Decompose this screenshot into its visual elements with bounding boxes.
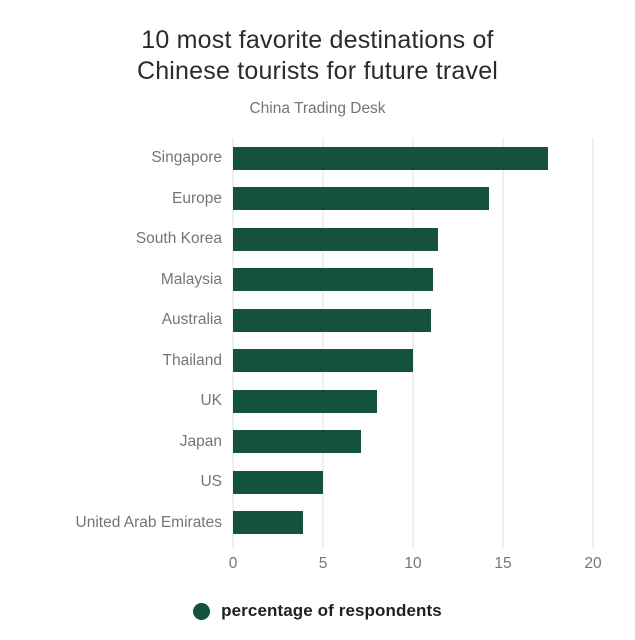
bar-europe — [233, 187, 489, 211]
bar-row-thailand: Thailand — [0, 341, 635, 382]
bar-thailand — [233, 349, 413, 373]
bar-track-japan — [233, 430, 593, 454]
chart-title-line1: 10 most favorite destinations of — [141, 26, 494, 54]
category-label-singapore: Singapore — [151, 149, 222, 167]
chart-page: 10 most favorite destinations of Chinese… — [0, 25, 635, 640]
bar-row-us: US — [0, 462, 635, 503]
x-tick-label-15: 15 — [494, 555, 512, 572]
category-label-uk: UK — [200, 392, 222, 410]
legend: percentage of respondents — [0, 601, 635, 621]
chart-title-line2: Chinese tourists for future travel — [136, 57, 499, 85]
category-label-thailand: Thailand — [162, 351, 222, 369]
bar-rows: Singapore Europe South Korea Malaysia Austra… — [0, 138, 635, 543]
bar-malaysia — [233, 268, 433, 292]
gridline-15 — [502, 138, 504, 549]
bar-south-korea — [233, 227, 439, 251]
legend-circle-icon — [193, 602, 211, 620]
x-tick-label-10: 10 — [404, 555, 422, 572]
category-label-united-arab-emirates: United Arab Emirates — [75, 513, 222, 531]
category-label-europe: Europe — [172, 189, 222, 207]
bar-uk — [233, 389, 377, 413]
gridline-5 — [322, 138, 324, 549]
bar-row-japan: Japan — [0, 422, 635, 463]
category-label-malaysia: Malaysia — [160, 270, 222, 288]
x-tick-label-5: 5 — [318, 555, 328, 572]
bar-japan — [233, 430, 361, 454]
x-tick-label-0: 0 — [228, 555, 238, 572]
category-label-us: US — [200, 473, 222, 491]
bar-row-malaysia: Malaysia — [0, 260, 635, 301]
category-label-japan: Japan — [179, 432, 222, 450]
bar-track-uk — [233, 389, 593, 413]
x-tick-label-20: 20 — [584, 555, 602, 572]
bar-track-australia — [233, 308, 593, 332]
bar-track-united-arab-emirates — [233, 511, 593, 535]
bar-track-malaysia — [233, 268, 593, 292]
bar-row-australia: Australia — [0, 300, 635, 341]
plot-area: Singapore Europe South Korea Malaysia Austra… — [0, 138, 635, 549]
legend-label: percentage of respondents — [221, 601, 442, 620]
bar-row-europe: Europe — [0, 179, 635, 220]
gridline-20 — [592, 138, 594, 549]
bar-united-arab-emirates — [233, 511, 304, 535]
bar-row-united-arab-emirates: United Arab Emirates — [0, 503, 635, 544]
bar-row-uk: UK — [0, 381, 635, 422]
bar-chart: Singapore Europe South Korea Malaysia Austra… — [0, 138, 635, 575]
bar-track-europe — [233, 187, 593, 211]
bar-australia — [233, 308, 431, 332]
grid-layer — [232, 138, 594, 549]
gridline-0 — [232, 138, 234, 549]
gridline-10 — [412, 138, 414, 549]
bar-track-thailand — [233, 349, 593, 373]
category-label-south-korea: South Korea — [135, 230, 222, 248]
category-label-australia: Australia — [161, 311, 222, 329]
bar-row-singapore: Singapore — [0, 138, 635, 179]
chart-subtitle: China Trading Desk — [249, 100, 386, 117]
bar-track-singapore — [233, 146, 593, 170]
bar-singapore — [233, 146, 548, 170]
x-axis-ticks: 0 5 10 15 20 — [229, 543, 602, 575]
bar-us — [233, 470, 323, 494]
bar-track-south-korea — [233, 227, 593, 251]
bar-row-south-korea: South Korea — [0, 219, 635, 260]
chart-title: 10 most favorite destinations of Chinese… — [0, 25, 635, 87]
bar-track-us — [233, 470, 593, 494]
